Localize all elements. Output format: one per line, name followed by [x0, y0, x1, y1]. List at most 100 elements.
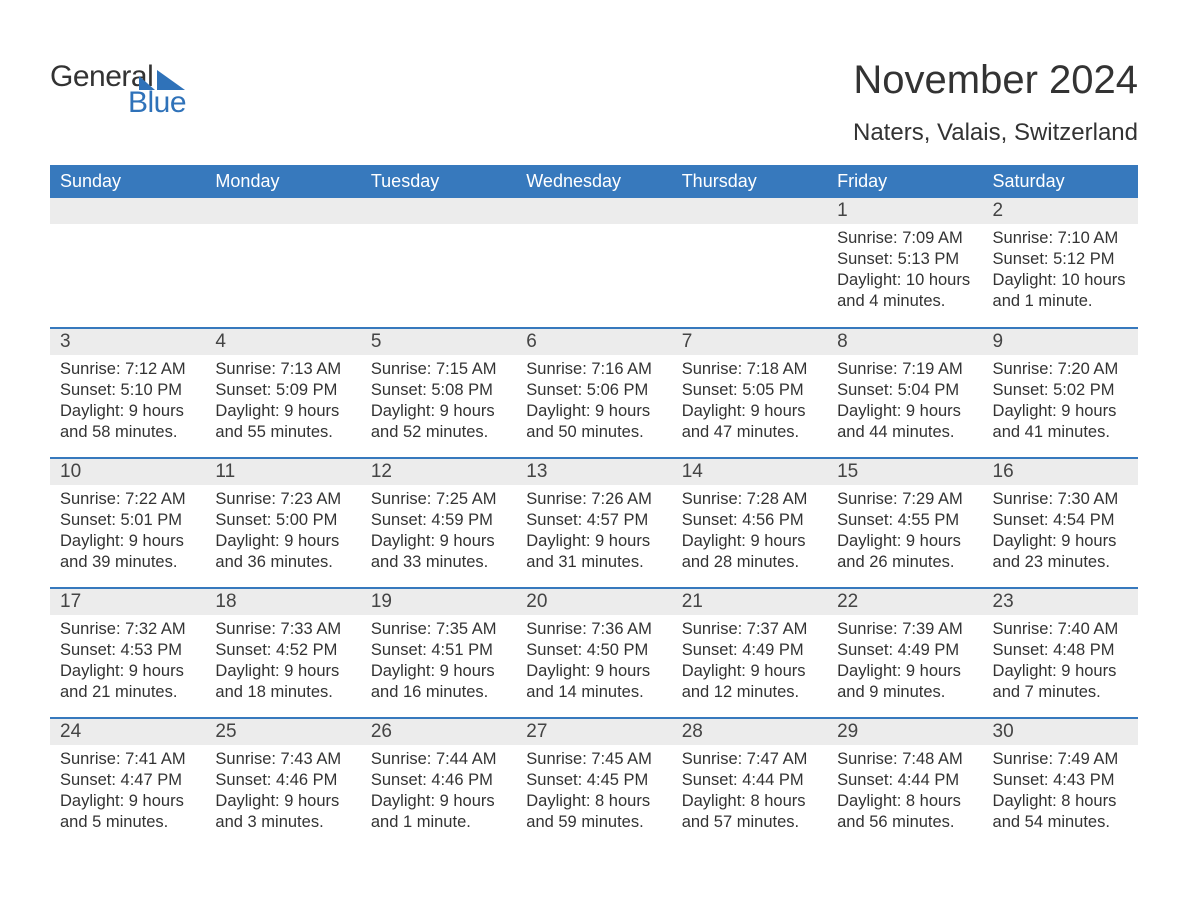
sunrise-text: Sunrise: 7:39 AM: [837, 619, 972, 640]
weekday-header-row: Sunday Monday Tuesday Wednesday Thursday…: [50, 165, 1138, 198]
day-details: Sunrise: 7:35 AMSunset: 4:51 PMDaylight:…: [361, 615, 516, 703]
day-number: 20: [516, 589, 671, 615]
day-number: 12: [361, 459, 516, 485]
sunset-text: Sunset: 4:59 PM: [371, 510, 506, 531]
sunset-text: Sunset: 4:55 PM: [837, 510, 972, 531]
day-cell: 17Sunrise: 7:32 AMSunset: 4:53 PMDayligh…: [50, 588, 205, 718]
day-number: 29: [827, 719, 982, 745]
month-title: November 2024: [853, 58, 1138, 103]
day-details: Sunrise: 7:30 AMSunset: 4:54 PMDaylight:…: [983, 485, 1138, 573]
sunrise-text: Sunrise: 7:35 AM: [371, 619, 506, 640]
sunrise-text: Sunrise: 7:48 AM: [837, 749, 972, 770]
day-number: 6: [516, 329, 671, 355]
sunset-text: Sunset: 4:54 PM: [993, 510, 1128, 531]
location-subtitle: Naters, Valais, Switzerland: [853, 119, 1138, 147]
daylight-text: Daylight: 9 hours and 41 minutes.: [993, 401, 1128, 443]
day-details: Sunrise: 7:22 AMSunset: 5:01 PMDaylight:…: [50, 485, 205, 573]
daylight-text: Daylight: 9 hours and 33 minutes.: [371, 531, 506, 573]
sunrise-text: Sunrise: 7:49 AM: [993, 749, 1128, 770]
sunset-text: Sunset: 4:46 PM: [215, 770, 350, 791]
day-number: 3: [50, 329, 205, 355]
day-cell: [516, 198, 671, 328]
week-row: 1Sunrise: 7:09 AMSunset: 5:13 PMDaylight…: [50, 198, 1138, 328]
day-number: 28: [672, 719, 827, 745]
day-cell: 10Sunrise: 7:22 AMSunset: 5:01 PMDayligh…: [50, 458, 205, 588]
day-number: 9: [983, 329, 1138, 355]
sunset-text: Sunset: 4:52 PM: [215, 640, 350, 661]
day-cell: 6Sunrise: 7:16 AMSunset: 5:06 PMDaylight…: [516, 328, 671, 458]
empty-day-bar: [672, 198, 827, 224]
sunrise-text: Sunrise: 7:15 AM: [371, 359, 506, 380]
col-sunday: Sunday: [50, 165, 205, 198]
day-number: 11: [205, 459, 360, 485]
day-number: 13: [516, 459, 671, 485]
daylight-text: Daylight: 10 hours and 1 minute.: [993, 270, 1128, 312]
day-cell: 21Sunrise: 7:37 AMSunset: 4:49 PMDayligh…: [672, 588, 827, 718]
day-details: Sunrise: 7:15 AMSunset: 5:08 PMDaylight:…: [361, 355, 516, 443]
daylight-text: Daylight: 9 hours and 52 minutes.: [371, 401, 506, 443]
sunrise-text: Sunrise: 7:25 AM: [371, 489, 506, 510]
sunset-text: Sunset: 5:02 PM: [993, 380, 1128, 401]
day-cell: 13Sunrise: 7:26 AMSunset: 4:57 PMDayligh…: [516, 458, 671, 588]
week-row: 17Sunrise: 7:32 AMSunset: 4:53 PMDayligh…: [50, 588, 1138, 718]
col-tuesday: Tuesday: [361, 165, 516, 198]
day-number: 5: [361, 329, 516, 355]
day-details: Sunrise: 7:45 AMSunset: 4:45 PMDaylight:…: [516, 745, 671, 833]
daylight-text: Daylight: 9 hours and 26 minutes.: [837, 531, 972, 573]
day-cell: 1Sunrise: 7:09 AMSunset: 5:13 PMDaylight…: [827, 198, 982, 328]
daylight-text: Daylight: 9 hours and 9 minutes.: [837, 661, 972, 703]
sunrise-text: Sunrise: 7:40 AM: [993, 619, 1128, 640]
sunset-text: Sunset: 4:44 PM: [682, 770, 817, 791]
day-details: Sunrise: 7:41 AMSunset: 4:47 PMDaylight:…: [50, 745, 205, 833]
sunset-text: Sunset: 5:04 PM: [837, 380, 972, 401]
col-monday: Monday: [205, 165, 360, 198]
day-details: Sunrise: 7:40 AMSunset: 4:48 PMDaylight:…: [983, 615, 1138, 703]
sunrise-text: Sunrise: 7:13 AM: [215, 359, 350, 380]
day-number: 18: [205, 589, 360, 615]
sunset-text: Sunset: 5:08 PM: [371, 380, 506, 401]
sunset-text: Sunset: 4:46 PM: [371, 770, 506, 791]
sunrise-text: Sunrise: 7:19 AM: [837, 359, 972, 380]
day-cell: 27Sunrise: 7:45 AMSunset: 4:45 PMDayligh…: [516, 718, 671, 848]
header: General Blue November 2024 Naters, Valai…: [50, 40, 1138, 147]
sunrise-text: Sunrise: 7:16 AM: [526, 359, 661, 380]
sunset-text: Sunset: 4:49 PM: [682, 640, 817, 661]
day-number: 19: [361, 589, 516, 615]
day-cell: 20Sunrise: 7:36 AMSunset: 4:50 PMDayligh…: [516, 588, 671, 718]
week-row: 24Sunrise: 7:41 AMSunset: 4:47 PMDayligh…: [50, 718, 1138, 848]
daylight-text: Daylight: 9 hours and 31 minutes.: [526, 531, 661, 573]
day-details: Sunrise: 7:33 AMSunset: 4:52 PMDaylight:…: [205, 615, 360, 703]
day-details: Sunrise: 7:10 AMSunset: 5:12 PMDaylight:…: [983, 224, 1138, 312]
sunset-text: Sunset: 4:57 PM: [526, 510, 661, 531]
sunset-text: Sunset: 5:00 PM: [215, 510, 350, 531]
daylight-text: Daylight: 9 hours and 14 minutes.: [526, 661, 661, 703]
sunrise-text: Sunrise: 7:18 AM: [682, 359, 817, 380]
daylight-text: Daylight: 9 hours and 18 minutes.: [215, 661, 350, 703]
sunrise-text: Sunrise: 7:09 AM: [837, 228, 972, 249]
daylight-text: Daylight: 9 hours and 7 minutes.: [993, 661, 1128, 703]
sunrise-text: Sunrise: 7:36 AM: [526, 619, 661, 640]
brand-word-2: Blue: [128, 86, 186, 120]
day-number: 8: [827, 329, 982, 355]
day-number: 15: [827, 459, 982, 485]
day-number: 21: [672, 589, 827, 615]
day-cell: 19Sunrise: 7:35 AMSunset: 4:51 PMDayligh…: [361, 588, 516, 718]
daylight-text: Daylight: 9 hours and 3 minutes.: [215, 791, 350, 833]
calendar-table: Sunday Monday Tuesday Wednesday Thursday…: [50, 165, 1138, 848]
day-details: Sunrise: 7:37 AMSunset: 4:49 PMDaylight:…: [672, 615, 827, 703]
day-cell: 25Sunrise: 7:43 AMSunset: 4:46 PMDayligh…: [205, 718, 360, 848]
day-cell: 9Sunrise: 7:20 AMSunset: 5:02 PMDaylight…: [983, 328, 1138, 458]
sunrise-text: Sunrise: 7:41 AM: [60, 749, 195, 770]
sunrise-text: Sunrise: 7:23 AM: [215, 489, 350, 510]
sunset-text: Sunset: 5:05 PM: [682, 380, 817, 401]
day-cell: 28Sunrise: 7:47 AMSunset: 4:44 PMDayligh…: [672, 718, 827, 848]
day-cell: 24Sunrise: 7:41 AMSunset: 4:47 PMDayligh…: [50, 718, 205, 848]
day-cell: 4Sunrise: 7:13 AMSunset: 5:09 PMDaylight…: [205, 328, 360, 458]
day-cell: 11Sunrise: 7:23 AMSunset: 5:00 PMDayligh…: [205, 458, 360, 588]
day-number: 22: [827, 589, 982, 615]
brand-logo: General Blue: [50, 60, 186, 120]
week-row: 10Sunrise: 7:22 AMSunset: 5:01 PMDayligh…: [50, 458, 1138, 588]
day-cell: [50, 198, 205, 328]
col-wednesday: Wednesday: [516, 165, 671, 198]
daylight-text: Daylight: 9 hours and 1 minute.: [371, 791, 506, 833]
